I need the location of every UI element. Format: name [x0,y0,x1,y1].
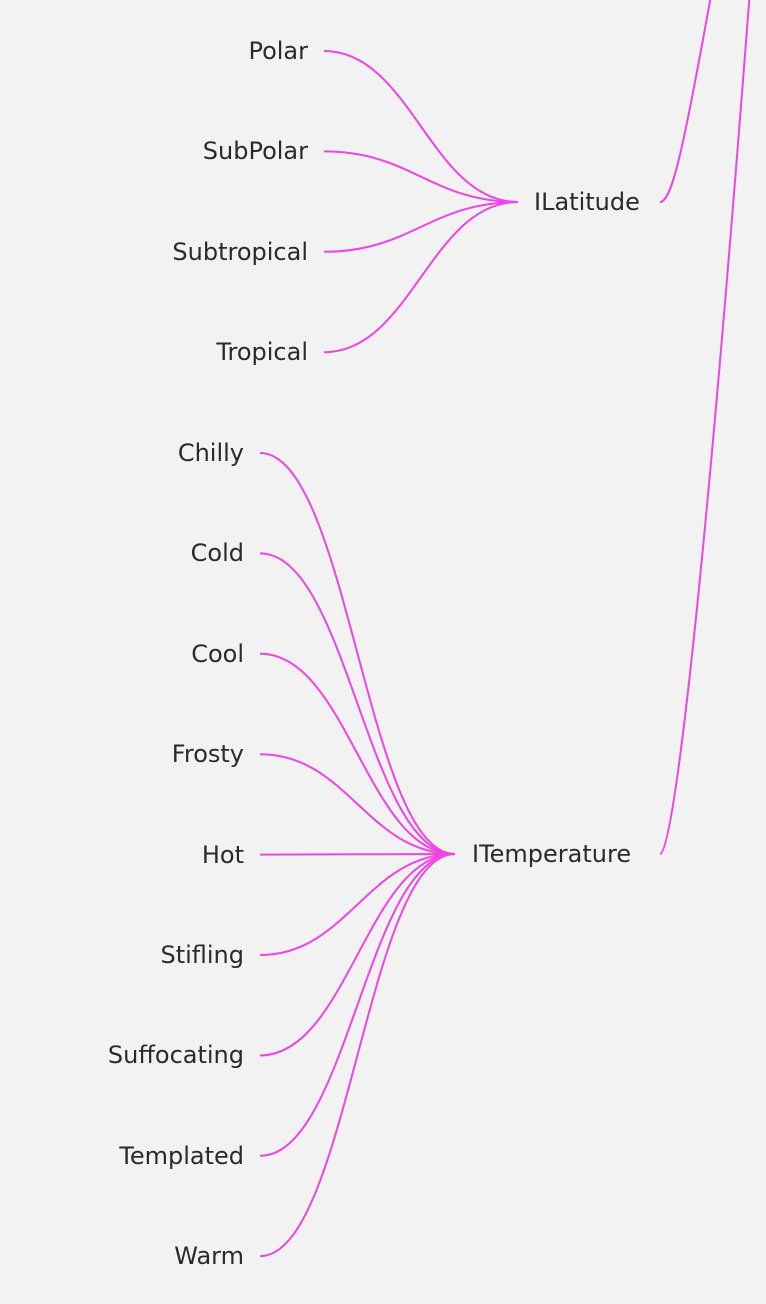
edge-temperature-suffocating [259,853,456,1057]
edge-latitude-subtropical [323,201,519,253]
edge-temperature-cool [259,652,456,855]
edge-temperature-templated [259,853,456,1157]
leaf-node-hot[interactable]: Hot [201,840,244,869]
edge-temperature-frosty [259,753,456,855]
edge-temperature-chilly [259,452,456,855]
edge-latitude-polar [323,50,519,203]
edge-latitude-subpolar [323,150,519,203]
leaf-node-subtropical[interactable]: Subtropical [172,237,308,266]
leaf-node-chilly[interactable]: Chilly [177,439,244,467]
leaf-node-tropical[interactable]: Tropical [216,338,308,367]
leaf-node-cold[interactable]: Cold [190,539,244,568]
leaf-node-frosty[interactable]: Frosty [171,740,244,769]
leaf-node-subpolar[interactable]: SubPolar [202,137,308,166]
leaf-node-warm[interactable]: Warm [174,1242,244,1271]
leaf-node-cool[interactable]: Cool [191,639,244,668]
edge-temperature-hot [259,853,456,856]
edge-root-latitude [659,0,712,203]
leaf-node-suffocating[interactable]: Suffocating [107,1041,244,1070]
group-node-latitude[interactable]: ILatitude [534,188,640,216]
edge-root-temperature [659,0,751,855]
leaf-node-stifling[interactable]: Stifling [160,941,244,969]
edge-temperature-cold [259,552,456,855]
edge-latitude-tropical [323,201,519,354]
edge-temperature-warm [259,853,456,1258]
leaf-node-templated[interactable]: Templated [119,1141,244,1170]
group-node-temperature[interactable]: ITemperature [472,840,632,868]
leaf-node-polar[interactable]: Polar [248,37,308,65]
edge-temperature-stifling [259,853,456,956]
